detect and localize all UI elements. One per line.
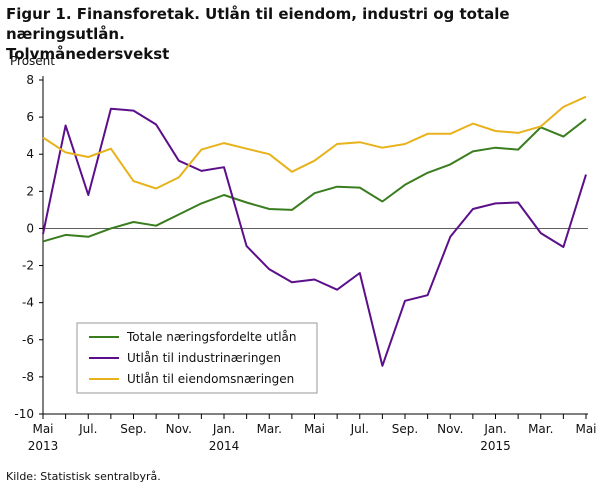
x-tick-label: Mai <box>32 422 53 436</box>
y-tick-label: 2 <box>26 184 34 198</box>
legend-label: Utlån til eiendomsnæringen <box>127 372 294 386</box>
y-axis-label: Prosent <box>10 54 55 68</box>
x-tick-label: Nov. <box>166 422 192 436</box>
x-tick-label: Mar. <box>528 422 553 436</box>
source-note: Kilde: Statistisk sentralbyrå. <box>6 470 161 483</box>
x-tick-label: Jan. <box>483 422 506 436</box>
legend-label: Utlån til industrinæringen <box>127 351 281 365</box>
x-tick-label: Mai <box>575 422 596 436</box>
y-tick-label: 6 <box>26 110 34 124</box>
y-tick-label: -2 <box>22 259 34 273</box>
y-tick-label: 0 <box>26 221 34 235</box>
x-tick-year-label: 2015 <box>480 439 511 453</box>
x-tick-label: Jul. <box>350 422 369 436</box>
series-lines <box>42 95 587 367</box>
y-tick-label: -6 <box>22 333 34 347</box>
x-tick-label: Nov. <box>437 422 463 436</box>
x-tick-label: Sep. <box>120 422 146 436</box>
chart-title-line1: Figur 1. Finansforetak. Utlån til eiendo… <box>6 5 510 43</box>
y-tick-label: -4 <box>22 296 34 310</box>
y-tick-label: 4 <box>26 147 34 161</box>
x-tick-label: Jan. <box>212 422 235 436</box>
x-tick-year-label: 2014 <box>209 439 240 453</box>
series-line-1 <box>42 118 587 243</box>
y-tick-label: -10 <box>14 407 34 421</box>
chart-title: Figur 1. Finansforetak. Utlån til eiendo… <box>6 4 606 64</box>
y-tick-label: 8 <box>26 73 34 87</box>
x-tick-label: Sep. <box>392 422 418 436</box>
y-tick-label: -8 <box>22 370 34 384</box>
legend-label: Totale næringsfordelte utlån <box>126 330 296 344</box>
x-tick-label: Mai <box>304 422 325 436</box>
chart-title-line2: Tolvmånedersvekst <box>6 45 170 63</box>
x-tick-label: Jul. <box>78 422 97 436</box>
series-line-3 <box>42 95 587 190</box>
x-tick-label: Mar. <box>257 422 282 436</box>
legend: Totale næringsfordelte utlån Utlån til in… <box>76 322 318 394</box>
x-tick-year-label: 2013 <box>28 439 59 453</box>
series-line-2 <box>42 107 587 367</box>
